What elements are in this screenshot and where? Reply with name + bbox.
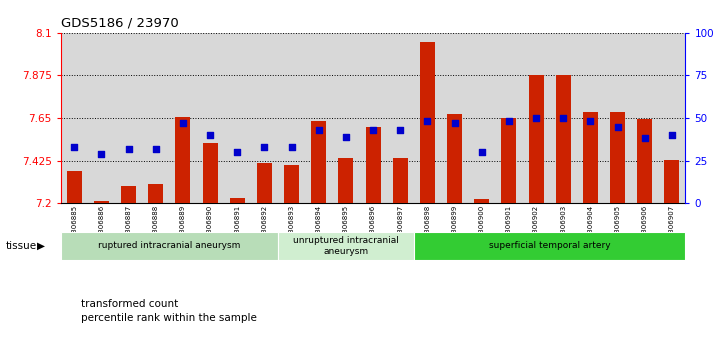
Point [449,120,461,126]
Point [639,135,650,141]
Point [123,146,134,152]
Point [476,149,488,155]
Bar [284,166,299,203]
Bar [176,117,191,203]
Text: ▶: ▶ [37,241,45,251]
Bar [555,75,570,203]
Bar [366,127,381,203]
Text: unruptured intracranial
aneurysm: unruptured intracranial aneurysm [293,236,399,256]
Point [177,120,188,126]
Text: tissue: tissue [6,241,37,251]
Text: transformed count: transformed count [81,299,178,309]
Point [503,118,515,124]
Point [395,127,406,133]
Point [313,127,324,133]
Point [531,115,542,121]
Bar [121,186,136,203]
Bar [637,119,652,203]
Bar [67,171,81,203]
Point [558,115,569,121]
Point [286,144,297,150]
Point [150,146,161,152]
Bar [393,158,408,203]
Point [340,134,351,140]
Bar [501,118,516,203]
Bar [257,163,272,203]
Text: ruptured intracranial aneurysm: ruptured intracranial aneurysm [98,241,241,250]
Point [666,132,678,138]
Point [69,144,80,150]
Bar [149,184,164,203]
Bar [474,200,489,203]
Text: percentile rank within the sample: percentile rank within the sample [81,313,256,323]
Bar [665,160,679,203]
Bar [528,75,543,203]
Point [612,123,623,129]
Bar [278,232,414,260]
Bar [311,121,326,203]
Point [367,127,378,133]
Bar [583,112,598,203]
Bar [414,232,685,260]
Bar [338,158,353,203]
Bar [94,201,109,203]
Bar [230,197,245,203]
Text: superficial temporal artery: superficial temporal artery [489,241,610,250]
Bar [420,42,435,203]
Bar [610,112,625,203]
Bar [61,232,278,260]
Point [231,149,243,155]
Point [585,118,596,124]
Point [204,132,216,138]
Point [96,151,107,157]
Point [422,118,433,124]
Bar [447,114,462,203]
Point [258,144,270,150]
Text: GDS5186 / 23970: GDS5186 / 23970 [61,16,178,29]
Bar [203,143,218,203]
